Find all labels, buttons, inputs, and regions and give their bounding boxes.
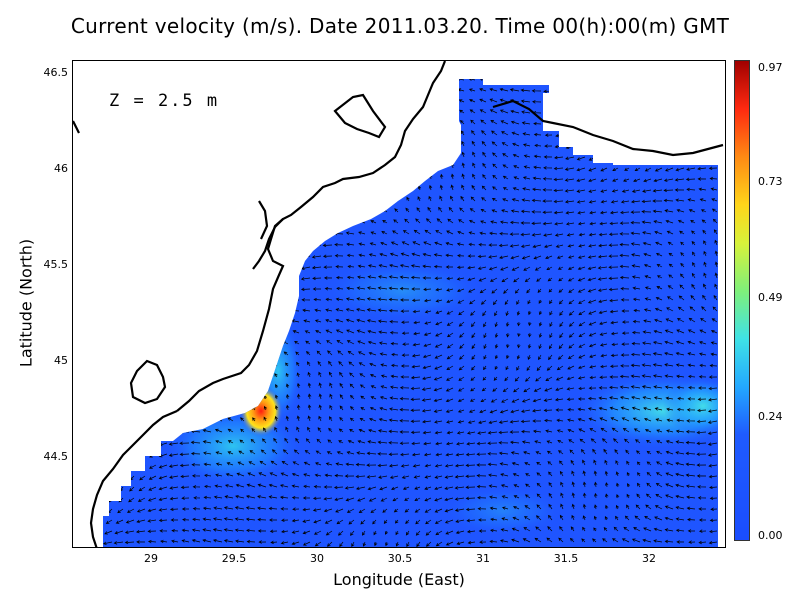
- colorbar-tick-label: 0.73: [758, 175, 783, 188]
- colorbar-tick-label: 0.97: [758, 61, 783, 74]
- map-title: Current velocity (m/s). Date 2011.03.20.…: [70, 14, 730, 38]
- y-tick-label: 45.5: [43, 258, 69, 271]
- colorbar-tick-label: 0.00: [758, 529, 783, 542]
- y-tick-label: 46.5: [43, 66, 69, 79]
- y-axis-label: Latitude (North): [16, 238, 36, 368]
- y-tick-label: 44.5: [43, 450, 69, 463]
- velocity-map-svg: [73, 61, 724, 547]
- colorbar-tick-label: 0.49: [758, 291, 783, 304]
- x-tick-label: 31.5: [553, 552, 579, 565]
- x-axis-label: Longitude (East): [333, 570, 465, 589]
- x-tick-label: 29: [144, 552, 158, 565]
- y-tick-label: 46: [54, 162, 68, 175]
- map-plot-area[interactable]: Z = 2.5 m: [72, 60, 726, 548]
- depth-label: Z = 2.5 m: [109, 91, 220, 111]
- colorbar-tick-label: 0.24: [758, 410, 783, 423]
- x-tick-label: 30: [310, 552, 324, 565]
- colorbar: [734, 60, 750, 541]
- x-tick-label: 31: [476, 552, 490, 565]
- y-tick-label: 45: [54, 354, 68, 367]
- x-tick-label: 30.5: [387, 552, 413, 565]
- x-tick-label: 32: [642, 552, 656, 565]
- coastline: [73, 61, 724, 547]
- x-tick-label: 29.5: [221, 552, 247, 565]
